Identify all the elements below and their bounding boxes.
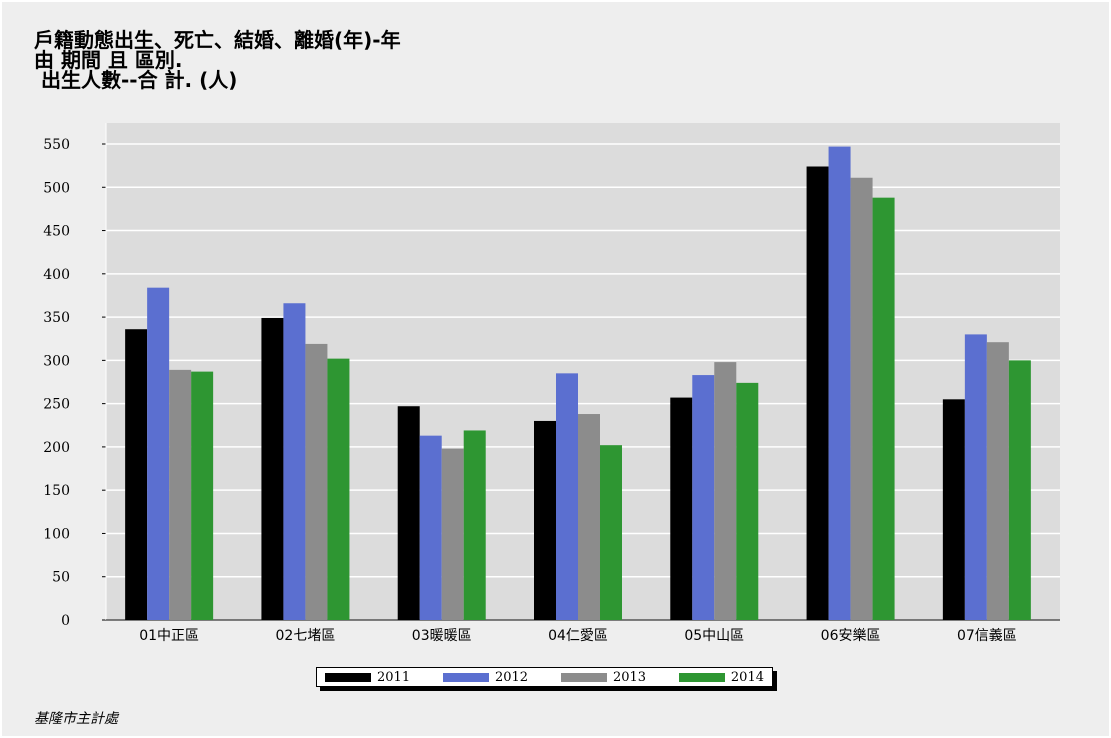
y-tick-label: 0 [61, 613, 70, 629]
legend-swatch [325, 672, 371, 682]
legend: 2011 2012 2013 2014 [316, 667, 773, 687]
bar [850, 177, 873, 620]
legend-item-2011: 2011 [325, 670, 410, 685]
title-line-3: 出生人數--合 計. (人) [34, 68, 238, 92]
y-tick-label: 250 [43, 397, 70, 413]
x-tick-label: 05中山區 [684, 628, 744, 644]
bar [283, 303, 306, 620]
bar [125, 329, 148, 620]
y-tick-label: 150 [43, 483, 70, 499]
title-line-2: 由 期間 且 區別. [34, 48, 183, 72]
x-tick-label: 02七堵區 [276, 628, 336, 644]
bar [534, 420, 556, 620]
bar [305, 343, 328, 620]
bar [942, 399, 965, 620]
y-tick-label: 450 [43, 224, 70, 240]
x-tick-label: 07信義區 [957, 627, 1017, 644]
legend-item-2014: 2014 [678, 669, 764, 685]
title-line-1: 戶籍動態出生、死亡、結婚、離婚(年)-年 [34, 28, 401, 52]
legend-label: 2012 [494, 669, 529, 685]
y-tick-label: 400 [43, 267, 70, 283]
legend-item-2013: 2013 [560, 669, 647, 685]
y-tick-label: 500 [43, 180, 70, 196]
bar [261, 317, 284, 620]
chart-title: 戶籍動態出生、死亡、結婚、離婚(年)-年 由 期間 且 區別. 出生人數--合 … [34, 30, 401, 90]
bar [327, 358, 350, 620]
x-tick-label: 04仁愛區 [548, 628, 608, 644]
y-tick-label: 50 [52, 570, 70, 586]
legend-label: 2013 [612, 669, 647, 685]
y-tick-label: 200 [43, 440, 70, 456]
legend-swatch [560, 672, 607, 682]
bar [419, 435, 442, 620]
legend-item-2012: 2012 [442, 669, 529, 685]
bar [147, 287, 170, 620]
x-tick-label: 03暖暖區 [412, 628, 472, 644]
bar [556, 373, 578, 620]
y-tick-label: 300 [43, 353, 70, 369]
y-tick-label: 100 [43, 526, 70, 542]
x-tick-label: 01中正區 [139, 628, 199, 644]
x-tick-label: 06安樂區 [821, 627, 881, 644]
bar [441, 448, 464, 620]
bar [828, 146, 851, 620]
bar [986, 342, 1009, 620]
bar [169, 369, 192, 620]
bar [714, 362, 737, 620]
y-tick-label: 550 [43, 137, 70, 153]
bar [692, 375, 715, 620]
bar [736, 382, 759, 620]
source-note: 基隆市主計處 [34, 711, 118, 727]
bar [670, 397, 693, 620]
bar [806, 166, 829, 620]
legend-swatch [678, 672, 725, 682]
legend-swatch [442, 672, 489, 682]
bar [1008, 360, 1031, 620]
bar [600, 445, 622, 620]
bar [872, 197, 895, 620]
bar [463, 430, 486, 620]
bar [964, 334, 987, 620]
legend-label: 2014 [730, 669, 764, 685]
legend-label: 2011 [377, 669, 411, 685]
bar [578, 414, 600, 620]
bar [191, 371, 214, 620]
y-tick-label: 350 [43, 310, 70, 326]
bar [397, 406, 420, 620]
